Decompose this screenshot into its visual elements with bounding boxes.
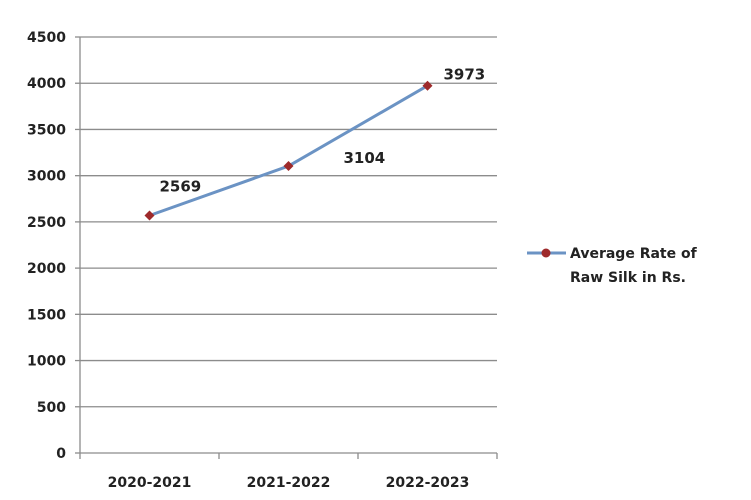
y-tick-label: 2500: [27, 215, 66, 231]
legend-label-line-2: Raw Silk in Rs.: [570, 270, 686, 286]
y-tick-label: 4000: [27, 76, 66, 92]
data-point-marker: [283, 161, 294, 172]
data-point-marker: [144, 210, 155, 221]
data-labels: 2569 3104 3973: [160, 66, 486, 196]
data-label: 3104: [344, 149, 386, 167]
data-label: 3973: [444, 66, 486, 84]
y-tick-label: 1000: [27, 354, 66, 370]
legend-marker-swatch: [541, 248, 551, 258]
legend: Average Rate of Raw Silk in Rs.: [527, 246, 698, 286]
x-tick-label: 2021-2022: [247, 475, 331, 491]
data-point-marker: [422, 80, 433, 91]
y-tick-label: 3000: [27, 169, 66, 185]
y-tick-label: 1500: [27, 307, 66, 323]
gridlines: [80, 36, 497, 408]
data-label: 2569: [160, 178, 202, 196]
axes: 0 500 1000 1500 2000 2500 3000 3500 4000 4500 2020…: [27, 30, 498, 491]
x-tick-label: 2022-2023: [386, 475, 470, 491]
series-line-group: [144, 80, 433, 221]
x-tick-label: 2020-2021: [108, 475, 192, 491]
y-tick-label: 500: [37, 400, 66, 416]
y-tick-label: 4500: [27, 30, 66, 46]
y-tick-label: 2000: [27, 261, 66, 277]
y-tick-label: 3500: [27, 122, 66, 138]
series-line: [148, 84, 429, 217]
legend-label-line-1: Average Rate of: [570, 246, 698, 262]
y-tick-label: 0: [56, 446, 66, 462]
